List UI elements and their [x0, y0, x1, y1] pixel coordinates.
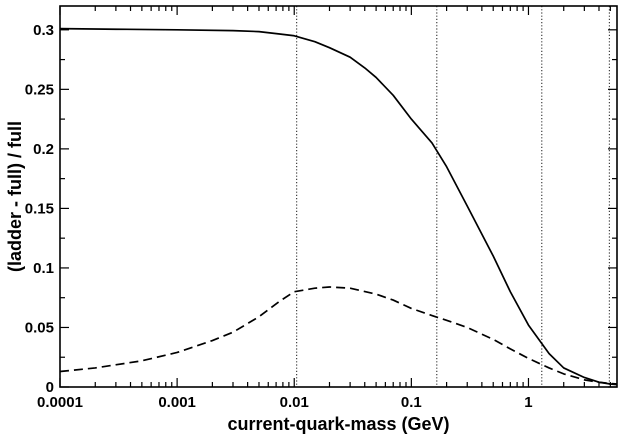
series-layer	[59, 27, 618, 386]
y-tick-label: 0.1	[33, 260, 54, 277]
x-axis-label: current-quark-mass (GeV)	[227, 414, 449, 434]
reference-lines	[296, 6, 610, 387]
plot-frame	[59, 5, 618, 388]
x-tick-label: 0.01	[280, 394, 309, 411]
x-tick-label: 1	[524, 394, 532, 411]
tick-labels: 0.0001 0.001 0.01 0.1 1 0 0.05 0.1 0.15 0.2 0.25 0.…	[25, 22, 533, 411]
x-tick-label: 0.0001	[37, 394, 83, 411]
x-tick-label: 0.1	[401, 394, 422, 411]
y-tick-label: 0	[46, 379, 54, 396]
ticks-layer	[59, 6, 617, 388]
solid-series-line	[59, 27, 618, 386]
dashed-series-line	[59, 286, 618, 385]
y-tick-label: 0.15	[25, 200, 54, 217]
y-tick-label: 0.25	[25, 81, 54, 98]
y-axis-label: (ladder - full) / full	[5, 121, 25, 272]
x-tick-label: 0.001	[158, 394, 196, 411]
y-tick-label: 0.3	[33, 22, 54, 39]
y-tick-label: 0.05	[25, 319, 54, 336]
y-tick-label: 0.2	[33, 141, 54, 158]
